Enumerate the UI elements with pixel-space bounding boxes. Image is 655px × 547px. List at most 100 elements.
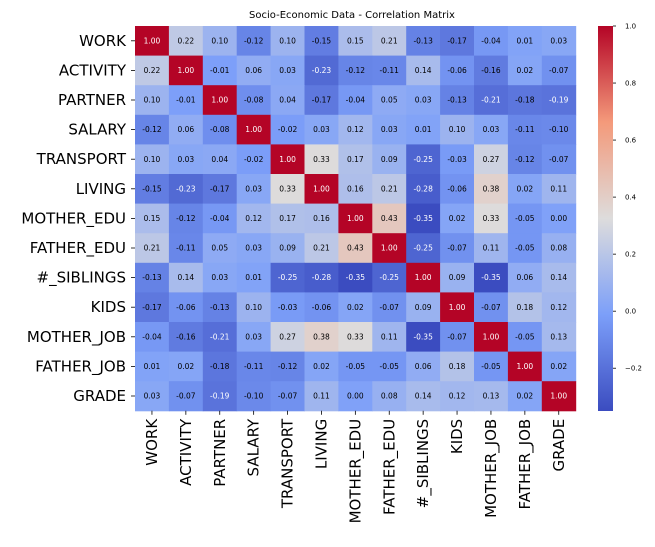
cell-value-label: -0.13 [413,36,433,45]
heatmap-cell [135,114,170,145]
heatmap-cell [372,203,407,234]
cell-value-label: -0.35 [481,273,501,282]
heatmap-cell [406,351,441,382]
heatmap-cell [372,292,407,323]
heatmap-cell [541,174,577,205]
heatmap-cell [304,262,339,293]
heatmap-cell [270,233,305,264]
heatmap-cell [507,55,543,86]
heatmap-cell [474,26,509,57]
cell-value-label: -0.15 [312,36,332,45]
heatmap-cell [541,203,577,234]
cell-value-label: 0.18 [516,303,533,312]
cell-value-label: -0.07 [380,303,400,312]
cell-value-label: -0.02 [278,125,298,134]
heatmap-cell [168,381,204,412]
heatmap-cell [304,351,339,382]
heatmap-cell [338,144,373,175]
cell-value-label: 0.14 [415,392,432,401]
heatmap-cell [202,203,238,234]
heatmap-cell [440,233,475,264]
cell-value-label: 1.00 [449,303,466,312]
cell-value-label: -0.07 [481,303,501,312]
heatmap-cell [338,55,373,86]
cell-value-label: -0.28 [413,184,433,193]
heatmap-cell [406,85,441,116]
cell-value-label: -0.18 [210,362,230,371]
heatmap-cell [372,55,407,86]
heatmap-cell [406,203,441,234]
cell-value-label: 0.09 [381,155,398,164]
heatmap-cell [541,26,577,57]
cell-value-label: 0.27 [279,332,296,341]
heatmap-cell [168,233,204,264]
cell-value-label: -0.17 [447,36,467,45]
cell-value-label: 0.05 [211,244,228,253]
cell-value-label: 0.03 [245,184,262,193]
chart-title: Socio-Economic Data - Correlation Matrix [249,10,455,21]
cell-value-label: 1.00 [279,155,296,164]
y-tick-label: KIDS [91,298,126,316]
cell-value-label: -0.05 [515,244,535,253]
cell-value-label: 0.21 [381,36,398,45]
x-tick-label: SALARY [245,418,263,476]
cell-value-label: 1.00 [347,214,364,223]
cell-value-label: 0.06 [177,125,194,134]
heatmap-cell [236,85,272,116]
y-tick-label: #_SIBLINGS [37,269,126,288]
heatmap-cell [372,381,407,412]
heatmap-cell [440,203,475,234]
heatmap-cell [440,26,475,57]
x-tick-label: MOTHER_JOB [482,419,501,518]
heatmap-cell [202,85,238,116]
heatmap-cell [474,381,509,412]
cell-value-label: -0.07 [278,392,298,401]
x-tick-labels: WORK ACTIVITY PARTNER SALARY TRANSPORT LIVING… [143,410,568,523]
heatmap-cell [202,55,238,86]
heatmap-cell [474,144,509,175]
heatmap-cell [406,26,441,57]
cell-value-label: -0.06 [312,303,332,312]
heatmap-cell [541,144,577,175]
heatmap-cell [541,233,577,264]
cell-value-label: -0.04 [210,214,230,223]
x-tick-label: GRADE [550,419,568,472]
cell-value-label: -0.07 [176,392,196,401]
heatmap-cell [270,322,305,353]
heatmap-cell [541,292,577,323]
heatmap-cell [541,55,577,86]
heatmap-cell [474,292,509,323]
heatmap-cell [474,351,509,382]
cell-value-label: 1.00 [550,392,567,401]
heatmap-cell [168,144,204,175]
heatmap-cell [338,114,373,145]
heatmap-cell [236,381,272,412]
cell-value-label: 0.01 [245,273,262,282]
heatmap-cell [135,203,170,234]
heatmap-cell [168,292,204,323]
cell-value-label: -0.15 [142,184,162,193]
cell-value-label: -0.08 [244,96,264,105]
y-tick-label: FATHER_JOB [35,357,126,376]
cell-value-label: -0.28 [312,273,332,282]
heatmap-cell [202,26,238,57]
heatmap-cell [440,351,475,382]
heatmap-cell [270,292,305,323]
cell-value-label: 0.03 [144,392,161,401]
heatmap-cell [541,381,577,412]
x-tick-label: LIVING [312,419,330,469]
cell-value-label: 0.33 [279,184,296,193]
cell-value-label: 0.17 [347,155,364,164]
cell-value-label: -0.19 [549,96,569,105]
colorbar-tick-label: 1.0 [625,23,636,31]
heatmap-cell [372,174,407,205]
heatmap-cell [541,114,577,145]
heatmap-cell [406,381,441,412]
heatmap-cell [338,203,373,234]
heatmap-cell [372,144,407,175]
heatmap-cell [135,381,170,412]
cell-value-label: 0.09 [415,303,432,312]
cell-value-label: -0.04 [481,36,501,45]
cell-value-label: 0.33 [313,155,330,164]
heatmap-cell [474,322,509,353]
